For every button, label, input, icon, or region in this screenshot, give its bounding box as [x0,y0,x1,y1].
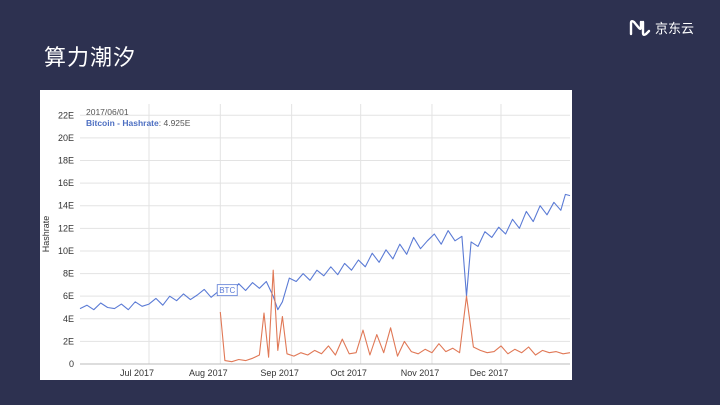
brand-logo: 京东云 [629,18,694,37]
y-axis-label: Hashrate [41,216,51,253]
y-tick-label: 18E [58,156,74,166]
y-tick-label: 12E [58,223,74,233]
hashrate-chart: 0 2E 4E 6E 8E 10E 12E 14E 16E 18E 20E 22E Jul 2017 A… [40,90,572,380]
y-tick-label: 20E [58,133,74,143]
y-tick-label: 2E [63,336,74,346]
y-axis-ticks: 0 2E 4E 6E 8E 10E 12E 14E 16E 18E 20E 22E [58,110,74,369]
y-tick-label: 4E [63,314,74,324]
brand-name: 京东云 [654,22,694,37]
y-tick-label: 22E [58,110,74,120]
x-axis-ticks: Jul 2017 Aug 2017 Sep 2017 Oct 2017 Nov 2017… [120,368,508,378]
y-tick-label: 16E [58,178,74,188]
grid-layer [80,104,570,365]
tooltip-date: 2017/06/01 [86,107,129,117]
tooltip-series: Bitcoin - Hashrate [86,118,159,128]
x-tick-label: Dec 2017 [470,368,509,378]
y-tick-label: 8E [63,269,74,279]
x-tick-label: Nov 2017 [401,368,440,378]
y-tick-label: 14E [58,201,74,211]
hashrate-chart-svg: 0 2E 4E 6E 8E 10E 12E 14E 16E 18E 20E 22E Jul 2017 A… [41,104,571,378]
y-tick-label: 6E [63,291,74,301]
series-line-2 [219,269,571,363]
y-tick-label: 10E [58,246,74,256]
tooltip: 2017/06/01 Bitcoin - Hashrate: 4.925E [86,107,191,128]
marker-label: BTC [219,286,235,295]
x-tick-label: Jul 2017 [120,368,154,378]
x-tick-label: Oct 2017 [330,368,367,378]
btc-marker: BTC [216,284,238,297]
slide-title: 算力潮汐 [44,46,137,71]
x-tick-label: Aug 2017 [189,368,228,378]
tooltip-entry: Bitcoin - Hashrate: 4.925E [86,118,191,128]
y-tick-label: 0 [69,359,74,369]
series-line-1 [79,193,571,311]
jd-cloud-logo-icon [629,19,651,36]
tooltip-value: 4.925E [163,118,190,128]
x-tick-label: Sep 2017 [260,368,299,378]
marker-flag [216,284,238,297]
series-layer [79,193,571,363]
